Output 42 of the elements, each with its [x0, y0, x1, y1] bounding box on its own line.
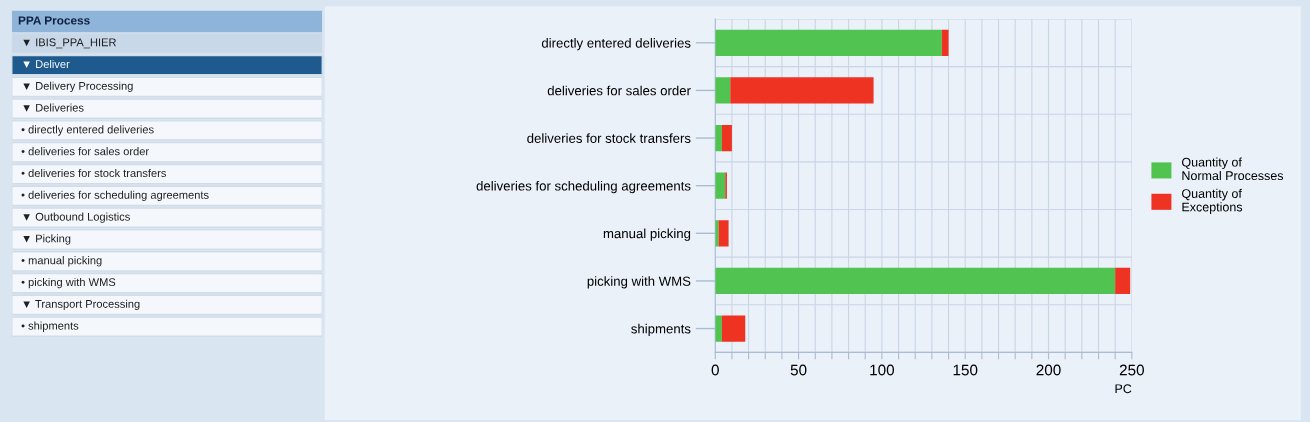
text: ▼ Delivery Processing	[23, 81, 133, 93]
bar	[941, 29, 949, 56]
x-tick-label: 50	[790, 364, 807, 376]
y-tick-label: deliveries for scheduling agreements	[476, 180, 691, 194]
text: ▼ Deliveries	[23, 103, 84, 112]
text: • manual picking	[21, 256, 102, 267]
bar	[715, 77, 731, 104]
text: ▼ Outbound Logistics	[23, 212, 130, 223]
y-tick-label: shipments	[631, 323, 691, 337]
bar	[715, 29, 942, 56]
text: ▼ Picking	[23, 234, 71, 245]
text: PPA Process	[18, 16, 90, 25]
x-tick-label: 0	[711, 364, 719, 376]
bar	[721, 124, 732, 152]
text: ▼ IBIS_PPA_HIER	[23, 38, 116, 49]
y-tick-label: deliveries for stock transfers	[527, 133, 691, 143]
y-tick-label: deliveries for sales order	[547, 85, 691, 96]
x-tick-label: 250	[1119, 364, 1144, 376]
legend-label: Quantity of Normal Processes	[1182, 157, 1284, 181]
text: • directly entered deliveries	[21, 125, 154, 136]
x-axis-title: PC	[1115, 384, 1132, 394]
bar	[718, 220, 729, 247]
text: ▼ Transport Processing	[23, 299, 140, 311]
x-tick-label: 200	[1036, 364, 1061, 376]
y-tick-label: directly entered deliveries	[541, 38, 691, 51]
bar	[715, 315, 722, 342]
bar	[715, 267, 1116, 295]
x-tick-label: 150	[953, 364, 978, 376]
bar	[715, 220, 719, 247]
bar	[721, 315, 746, 342]
bar	[1115, 267, 1131, 295]
y-tick-label: picking with WMS	[587, 276, 691, 289]
text: • deliveries for sales order	[21, 147, 149, 156]
bar	[730, 77, 874, 104]
legend-label: Quantity of Exceptions	[1182, 188, 1243, 214]
text: • shipments	[21, 321, 79, 332]
text: • deliveries for scheduling agreements	[21, 190, 209, 202]
text: ▼ Deliver	[23, 59, 70, 69]
y-tick-label: manual picking	[603, 228, 691, 241]
text: • picking with WMS	[21, 277, 116, 289]
x-tick-label: 100	[870, 364, 895, 376]
text: • deliveries for stock transfers	[21, 168, 166, 178]
